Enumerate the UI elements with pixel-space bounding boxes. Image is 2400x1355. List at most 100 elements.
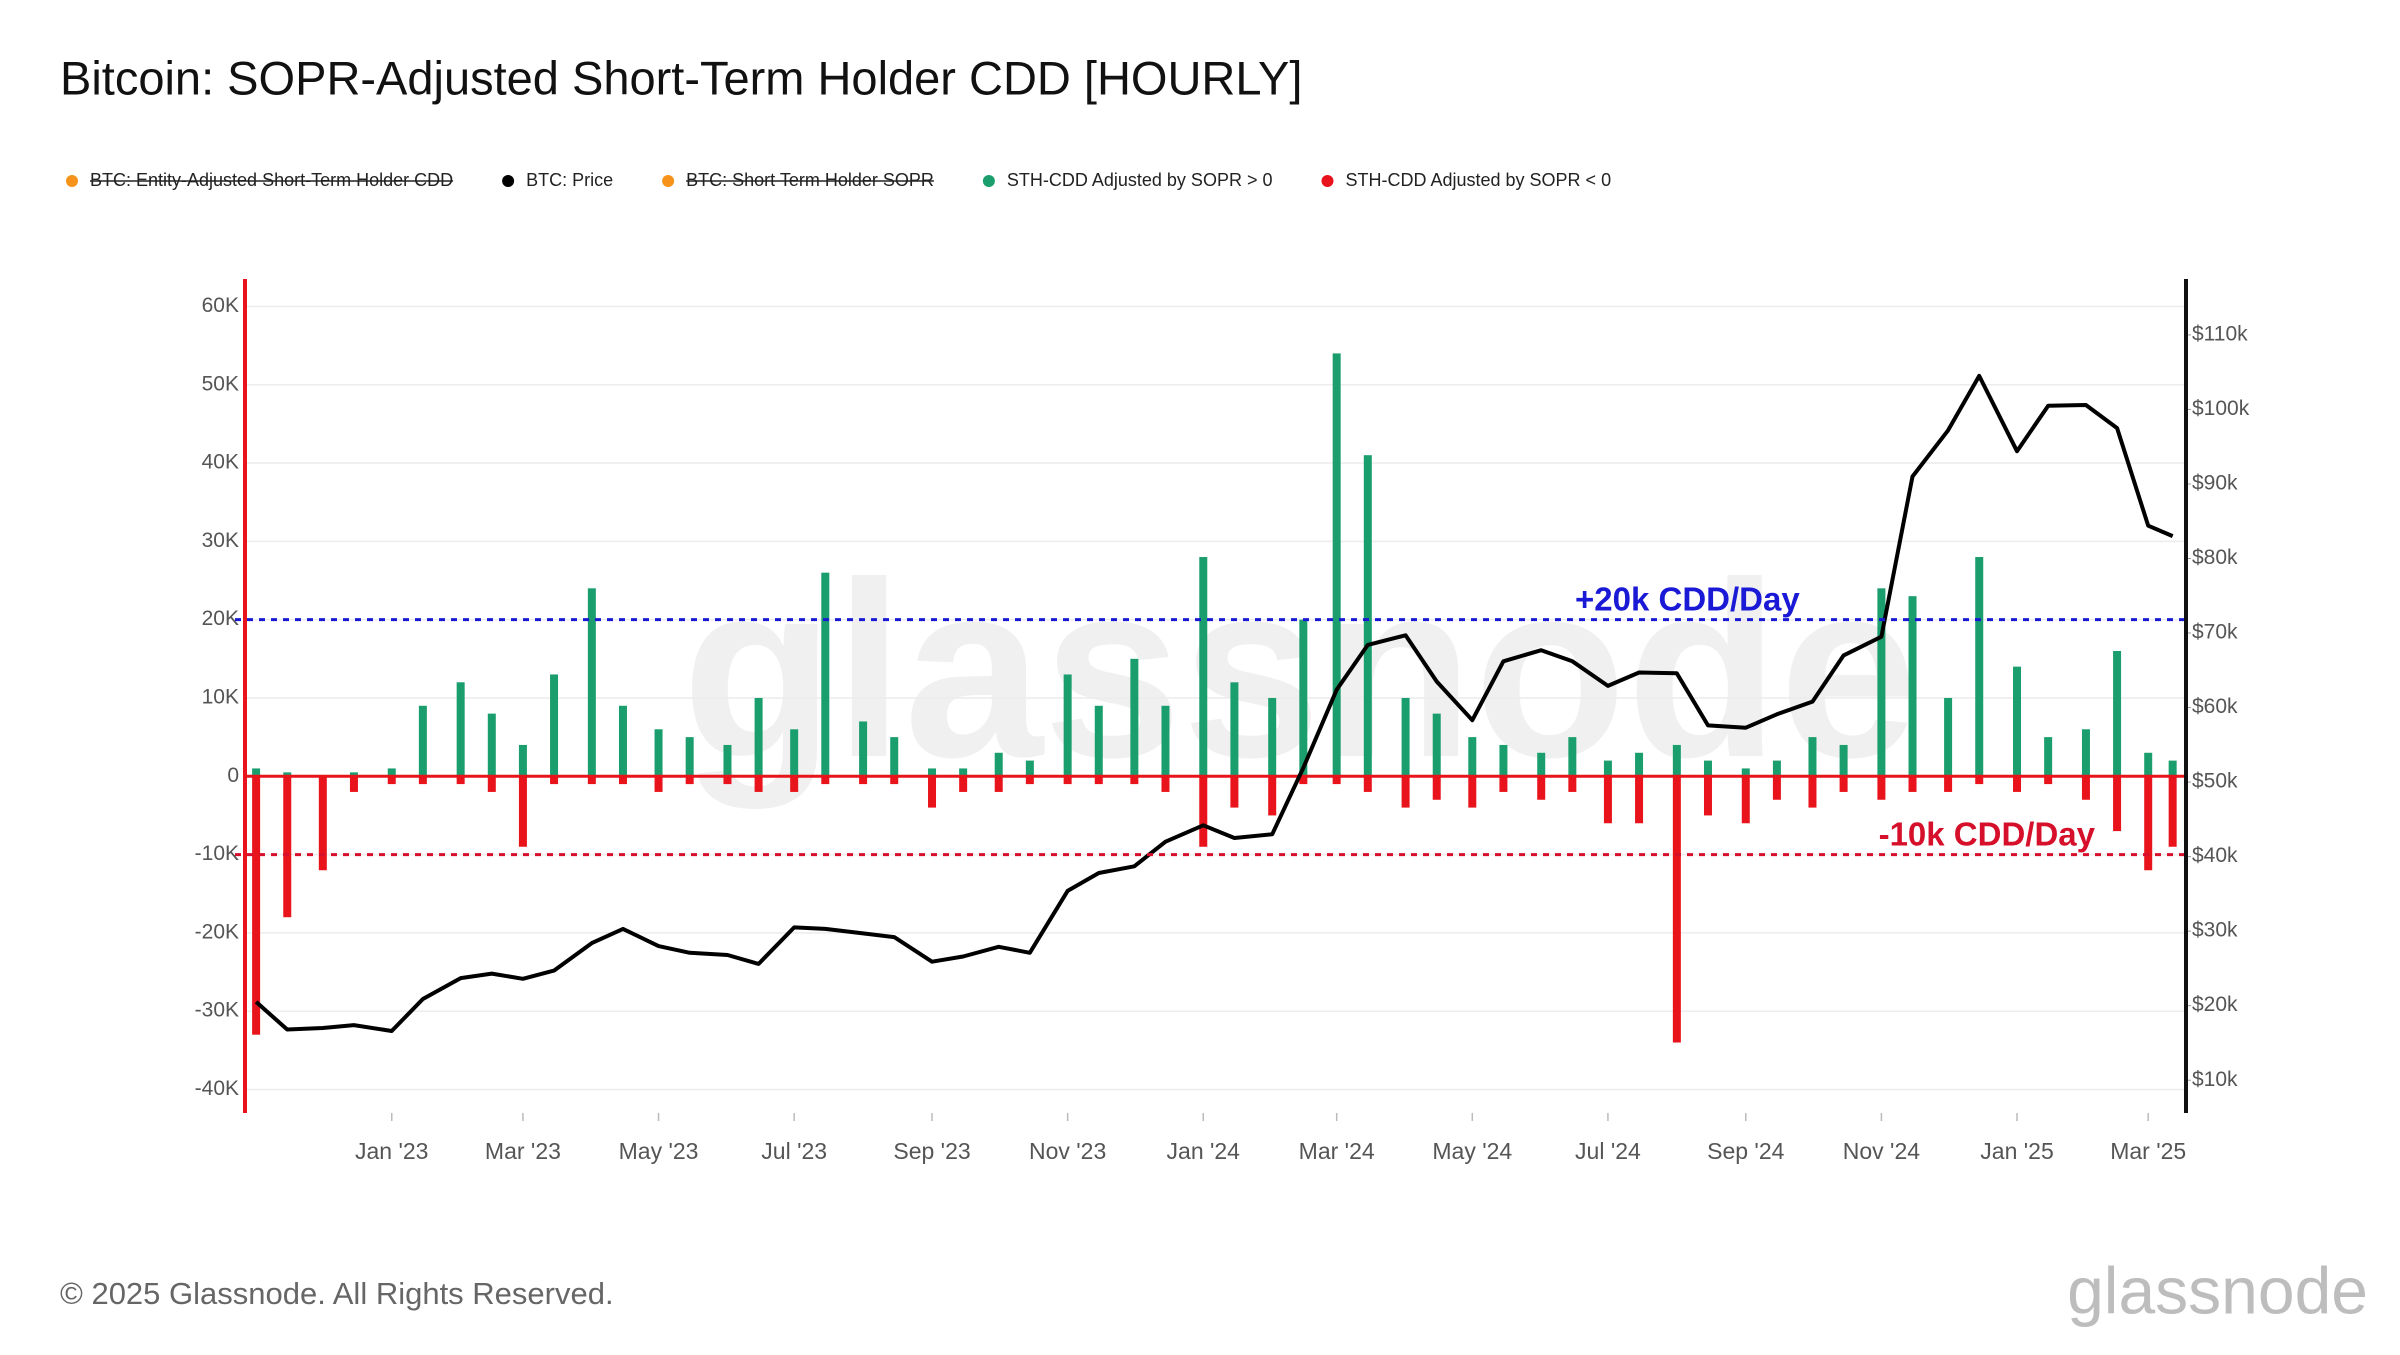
price-line	[254, 373, 2174, 1033]
cdd-bar	[1199, 557, 1208, 777]
legend-marker	[662, 175, 675, 187]
y-tick-label: 40K	[202, 451, 239, 474]
x-tick-label: Mar '25	[2110, 1138, 2186, 1164]
x-tick-label: Sep '23	[893, 1138, 970, 1164]
cdd-bar	[1332, 353, 1341, 777]
cdd-bar	[2044, 776, 2053, 785]
cdd-bar	[550, 776, 559, 785]
x-tick-label: Nov '24	[1843, 1138, 1920, 1164]
cdd-bar	[1944, 776, 1953, 792]
cdd-bar	[1772, 760, 1781, 777]
y2-tick-label: $60k	[2192, 695, 2238, 718]
cdd-bar	[1772, 776, 1781, 800]
cdd-bar	[1908, 596, 1917, 777]
cdd-bar	[1877, 588, 1886, 777]
cdd-bar	[1432, 776, 1441, 800]
cdd-bar	[618, 776, 627, 785]
cdd-bar	[1908, 776, 1917, 792]
cdd-bar	[723, 744, 732, 777]
legend-marker	[502, 175, 515, 187]
cdd-bar	[754, 697, 763, 777]
cdd-bar	[349, 772, 358, 777]
brand-logo: glassnode	[2067, 1253, 2368, 1327]
cdd-bar	[1839, 776, 1848, 792]
cdd-bar	[1499, 776, 1508, 792]
cdd-bar	[754, 776, 763, 792]
cdd-bar	[1401, 776, 1410, 808]
cdd-bar	[654, 729, 663, 777]
y2-tick-label: $20k	[2192, 993, 2238, 1016]
legend: BTC: Entity-Adjusted Short-Term Holder C…	[66, 170, 1611, 190]
x-tick-label: Mar '23	[485, 1138, 561, 1164]
y-tick-label: -40K	[195, 1077, 239, 1100]
cdd-bar	[618, 705, 627, 777]
y2-tick-label: $10k	[2192, 1068, 2238, 1091]
cdd-bar	[2144, 752, 2153, 777]
cdd-bar	[1063, 674, 1072, 777]
cdd-bar	[1230, 776, 1239, 808]
y2-tick-label: $90k	[2192, 472, 2238, 495]
y2-tick-label: $50k	[2192, 770, 2238, 793]
cdd-bar	[1161, 776, 1170, 792]
cdd-bar	[790, 729, 799, 777]
cdd-bar	[2013, 776, 2022, 792]
cdd-bar	[1332, 776, 1341, 785]
cdd-bar	[1268, 697, 1277, 777]
legend-label[interactable]: STH-CDD Adjusted by SOPR < 0	[1345, 170, 1611, 190]
cdd-bar	[2044, 737, 2053, 777]
cdd-bar	[1063, 776, 1072, 785]
cdd-bar	[1635, 776, 1644, 824]
cdd-bar	[1094, 776, 1103, 785]
y2-tick-label: $80k	[2192, 546, 2238, 569]
legend-label[interactable]: STH-CDD Adjusted by SOPR > 0	[1007, 170, 1273, 190]
cdd-bar	[1299, 619, 1308, 777]
chart-title: Bitcoin: SOPR-Adjusted Short-Term Holder…	[60, 51, 1302, 104]
x-tick-label: Nov '23	[1029, 1138, 1106, 1164]
cdd-bar	[1363, 455, 1372, 777]
legend-label[interactable]: BTC: Short Term Holder SOPR	[686, 170, 934, 190]
cdd-bar	[587, 588, 596, 777]
cdd-bar	[859, 721, 868, 777]
cdd-bar	[859, 776, 868, 785]
x-tick-label: Jan '23	[355, 1138, 428, 1164]
cdd-bar	[1363, 776, 1372, 792]
cdd-bar	[790, 776, 799, 792]
cdd-bar	[1741, 776, 1750, 824]
cdd-bar	[723, 776, 732, 785]
cdd-bar	[1603, 760, 1612, 777]
cdd-bar	[487, 713, 496, 777]
reference-label: +20k CDD/Day	[1575, 580, 1800, 617]
x-tick-label: May '24	[1432, 1138, 1512, 1164]
y-tick-label: 60K	[202, 294, 239, 317]
legend-label[interactable]: BTC: Price	[526, 170, 613, 190]
cdd-bar	[1094, 705, 1103, 777]
cdd-bar	[349, 776, 358, 792]
legend-label[interactable]: BTC: Entity-Adjusted Short-Term Holder C…	[90, 170, 453, 190]
cdd-bar	[821, 776, 830, 785]
cdd-bar	[1741, 768, 1750, 777]
cdd-bar	[387, 776, 396, 785]
x-tick-label: May '23	[619, 1138, 699, 1164]
y2-tick-label: $110k	[2192, 322, 2248, 345]
cdd-bar	[550, 674, 559, 777]
cdd-bar	[890, 776, 899, 785]
cdd-bar	[1568, 776, 1577, 792]
cdd-bar	[456, 682, 465, 777]
y-tick-label: 30K	[202, 529, 239, 552]
legend-marker	[1321, 175, 1334, 187]
cdd-bar	[2168, 760, 2177, 777]
cdd-bar	[283, 772, 292, 777]
cdd-bar	[1199, 776, 1208, 847]
cdd-bar	[1268, 776, 1277, 816]
cdd-bar	[2081, 776, 2090, 800]
cdd-bar	[1025, 776, 1034, 785]
cdd-bar	[587, 776, 596, 785]
cdd-bar	[1944, 697, 1953, 777]
cdd-bar	[252, 776, 261, 1035]
cdd-bar	[928, 776, 937, 808]
cdd-bar	[1130, 658, 1139, 777]
footer: © 2025 Glassnode. All Rights Reserved.	[60, 1276, 614, 1311]
y-tick-label: -10K	[195, 842, 239, 865]
y-tick-label: 0	[227, 764, 239, 787]
